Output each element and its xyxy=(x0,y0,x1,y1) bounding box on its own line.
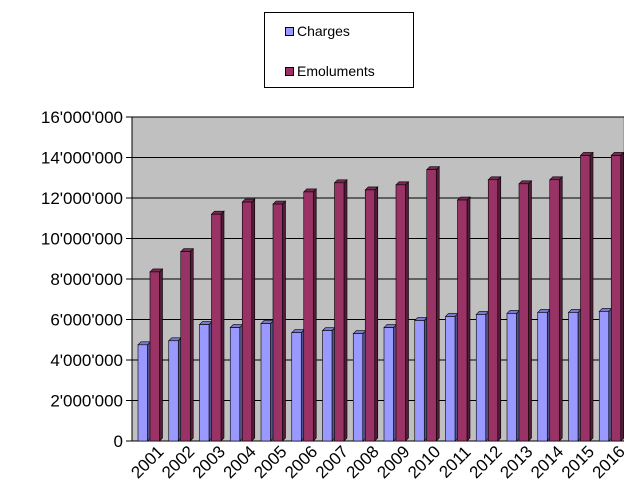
bar-emoluments-2001-side xyxy=(159,268,163,442)
bar-emoluments-2013-side xyxy=(528,180,532,442)
y-tick-label: 4'000'000 xyxy=(50,351,123,370)
bar-emoluments-2016 xyxy=(610,155,622,442)
bar-emoluments-2001 xyxy=(149,271,160,442)
legend-label-charges: Charges xyxy=(297,23,350,39)
bar-charges-2009 xyxy=(383,327,394,442)
y-tick-label: 16'000'000 xyxy=(41,108,123,127)
bar-charges-2015 xyxy=(568,312,579,442)
bar-emoluments-2007-side xyxy=(343,179,348,442)
legend-swatch-emoluments xyxy=(285,66,294,76)
legend-label-emoluments: Emoluments xyxy=(297,63,375,79)
x-tick-label: 2008 xyxy=(343,442,383,482)
bar-emoluments-2010-side xyxy=(435,165,440,442)
x-tick-label: 2011 xyxy=(435,442,474,481)
x-tick-label: 2001 xyxy=(127,442,167,482)
bar-emoluments-2011-side xyxy=(466,196,471,442)
y-tick-label: 10'000'000 xyxy=(41,230,123,249)
legend-swatch-charges xyxy=(285,26,294,36)
y-tick-label: 12'000'000 xyxy=(41,189,123,208)
legend-item-emoluments: Emoluments xyxy=(285,63,375,79)
bar-emoluments-2016-side xyxy=(620,151,624,442)
bar-charges-2012 xyxy=(475,314,487,442)
legend-item-charges: Charges xyxy=(285,23,350,39)
x-tick-label: 2016 xyxy=(589,442,624,482)
bar-charges-2005 xyxy=(260,323,271,442)
bar-charges-2002 xyxy=(168,340,179,442)
bar-emoluments-2009-side xyxy=(405,181,409,442)
x-tick-label: 2007 xyxy=(312,442,352,482)
bar-emoluments-2004 xyxy=(241,201,253,442)
x-tick-label: 2005 xyxy=(250,442,290,482)
bar-emoluments-2012 xyxy=(487,179,499,442)
bar-charges-2013 xyxy=(506,313,517,442)
bar-emoluments-2014-side xyxy=(558,176,563,442)
bar-charges-2004 xyxy=(229,327,241,442)
x-tick-label: 2014 xyxy=(527,442,567,482)
x-tick-label: 2004 xyxy=(220,442,260,482)
bar-emoluments-2007 xyxy=(334,182,345,442)
bar-emoluments-2012-side xyxy=(497,176,502,442)
bar-emoluments-2013 xyxy=(518,183,529,442)
x-tick-label: 2010 xyxy=(404,442,444,482)
x-tick-label: 2015 xyxy=(558,442,598,482)
bar-emoluments-2015 xyxy=(580,155,591,442)
y-tick-label: 6'000'000 xyxy=(50,311,123,330)
bar-charges-2008 xyxy=(352,333,364,442)
bar-emoluments-2006 xyxy=(303,191,314,442)
bar-charges-2003 xyxy=(199,324,210,442)
bar-charges-2010 xyxy=(414,320,425,442)
bar-emoluments-2006-side xyxy=(312,188,317,442)
x-tick-label: 2006 xyxy=(281,442,321,482)
x-tick-label: 2009 xyxy=(373,442,413,482)
x-tick-label: 2002 xyxy=(158,442,198,482)
chart-legend: Charges Emoluments xyxy=(264,12,414,88)
y-tick-label: 2'000'000 xyxy=(50,392,123,411)
bar-charges-2006 xyxy=(291,332,302,442)
x-tick-label: 2012 xyxy=(466,442,506,482)
bar-emoluments-2015-side xyxy=(589,151,594,442)
bar-charges-2001 xyxy=(137,344,148,442)
bar-charges-2014 xyxy=(537,312,548,442)
bar-emoluments-2009 xyxy=(395,184,406,442)
y-tick-label: 14'000'000 xyxy=(41,149,123,168)
bar-charges-2016 xyxy=(598,311,610,442)
bar-emoluments-2003 xyxy=(211,213,222,442)
bar-emoluments-2011 xyxy=(457,199,468,442)
bar-charges-2007 xyxy=(322,330,333,442)
y-tick-label: 0 xyxy=(114,432,123,451)
bar-emoluments-2002 xyxy=(180,251,191,442)
bar-emoluments-2005-side xyxy=(282,200,286,442)
bar-emoluments-2008 xyxy=(364,189,376,442)
bar-emoluments-2002-side xyxy=(189,247,194,442)
bar-emoluments-2014 xyxy=(549,179,560,442)
bar-charges-2011 xyxy=(445,316,456,442)
y-tick-label: 8'000'000 xyxy=(50,270,123,289)
bar-emoluments-2004-side xyxy=(251,198,256,442)
bar-emoluments-2008-side xyxy=(374,186,379,442)
x-tick-label: 2013 xyxy=(496,442,536,482)
bar-emoluments-2010 xyxy=(426,169,437,442)
x-tick-label: 2003 xyxy=(189,442,229,482)
bar-emoluments-2005 xyxy=(272,203,283,442)
bar-emoluments-2003-side xyxy=(220,210,225,442)
